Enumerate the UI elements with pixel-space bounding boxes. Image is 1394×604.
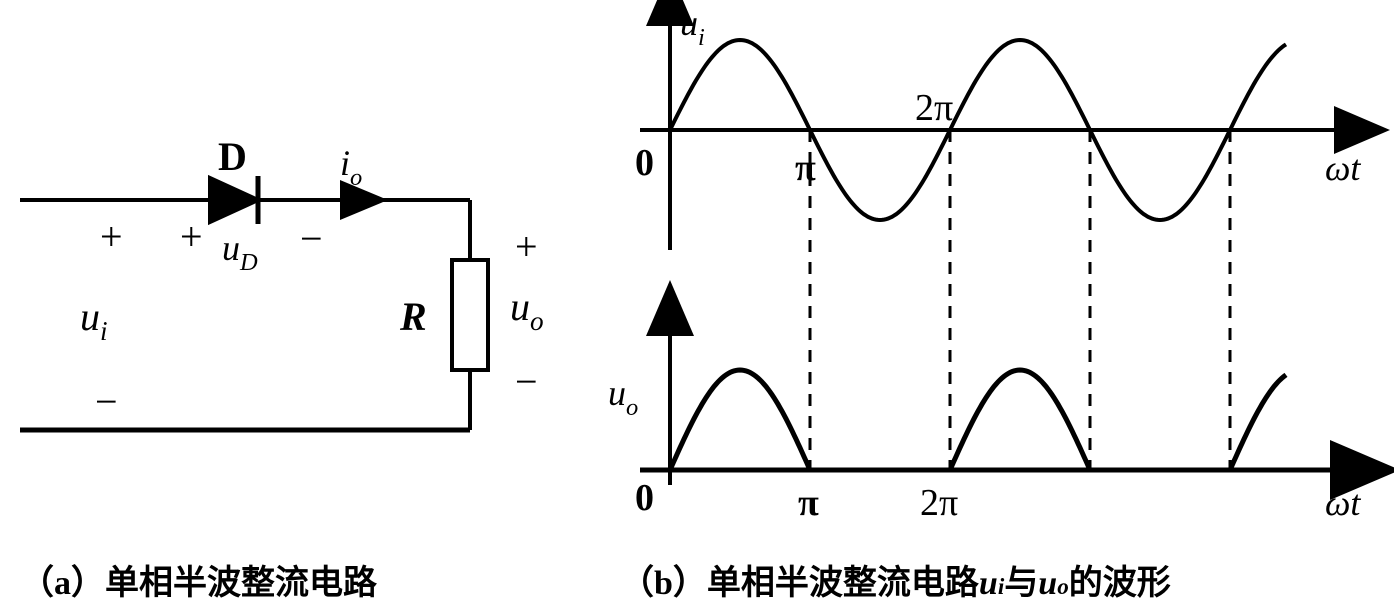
current-label: io [340, 143, 362, 191]
waveform-panel: ui 0 π 2π ωt uo 0 π 2π ωt （b）单相半波整流电路ui与… [580, 0, 1394, 600]
diode-label: D [218, 134, 247, 179]
resistor-label: R [399, 294, 427, 339]
plus-left: + [100, 214, 123, 259]
minus-out: − [515, 359, 538, 404]
plus-out: + [515, 224, 538, 269]
u-in-label: ui [80, 294, 108, 346]
u-diode-label: uD [222, 228, 258, 276]
circuit-svg: D io + + − uD ui R uo + − [0, 0, 580, 540]
caption-b: （b）单相半波整流电路ui与uo的波形 [620, 555, 1171, 604]
plus-diode-left: + [180, 214, 203, 259]
output-waveform [670, 370, 1286, 470]
pi-top: π [795, 147, 816, 189]
minus-in: − [95, 379, 118, 424]
u-out-label: uo [510, 284, 544, 336]
guide-lines [810, 130, 1230, 470]
two-pi-bot: 2π [920, 482, 958, 524]
x-axis-top-label: ωt [1325, 148, 1361, 188]
origin-bot: 0 [635, 477, 654, 519]
origin-top: 0 [635, 142, 654, 184]
minus-diode-right: − [300, 216, 323, 261]
two-pi-top: 2π [915, 87, 953, 129]
x-axis-bot-label: ωt [1325, 483, 1361, 523]
pi-bot: π [798, 482, 819, 524]
caption-a: （a）单相半波整流电路 [20, 555, 377, 604]
waveform-svg: ui 0 π 2π ωt uo 0 π 2π ωt [580, 0, 1394, 540]
y-axis-bot-label: uo [608, 373, 638, 421]
circuit-panel: D io + + − uD ui R uo + − [0, 0, 580, 600]
y-axis-top-label: ui [680, 3, 705, 51]
